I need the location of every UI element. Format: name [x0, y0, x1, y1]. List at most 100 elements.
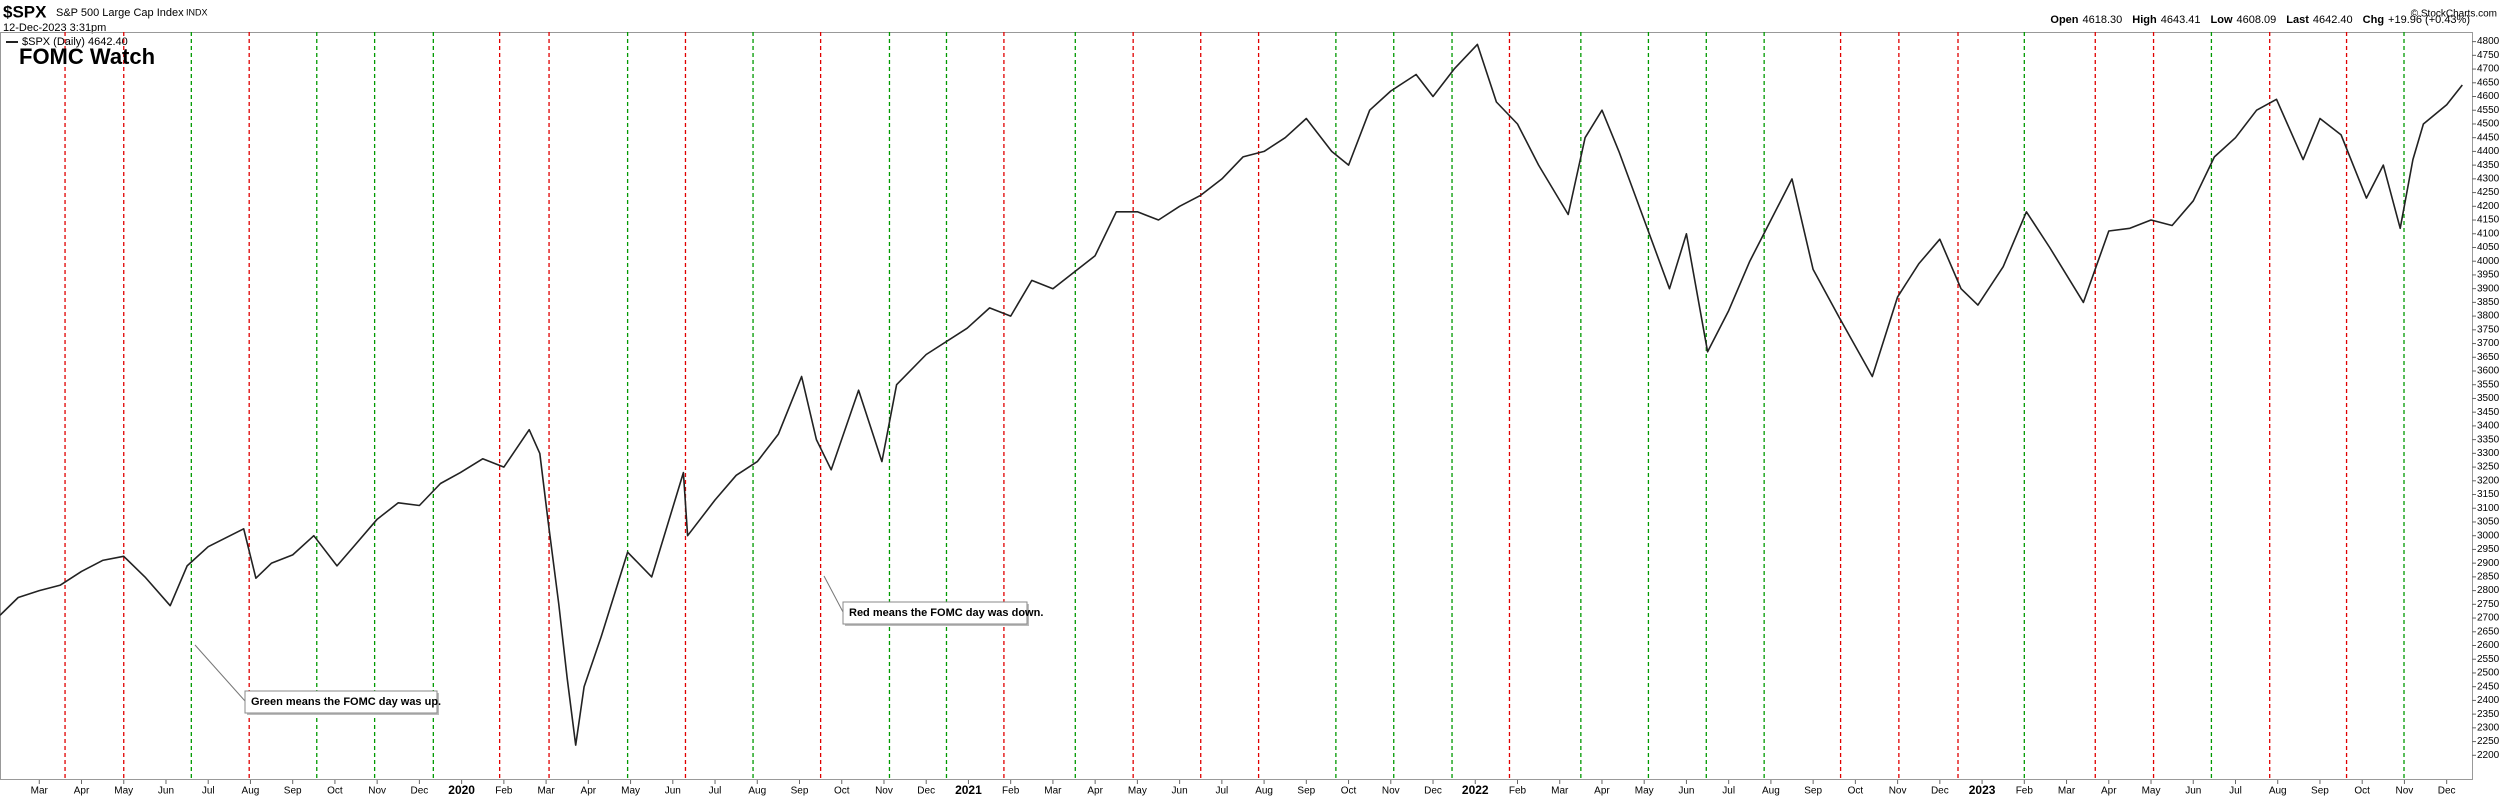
x-tick-label: Dec	[1424, 786, 1442, 797]
y-tick-label: 3050	[2477, 517, 2500, 528]
y-tick-label: 3800	[2477, 311, 2500, 322]
quote-value: +19.96 (+0.43%)	[2388, 14, 2470, 26]
x-tick-label: 2022	[1462, 783, 1489, 797]
x-tick-label: Sep	[2311, 786, 2329, 797]
y-tick-label: 3500	[2477, 393, 2500, 404]
x-tick-label: Jul	[709, 786, 722, 797]
x-tick-label: Apr	[581, 786, 597, 797]
quote-value: 4608.09	[2237, 14, 2277, 26]
y-tick-label: 2800	[2477, 585, 2500, 596]
y-tick-label: 2750	[2477, 599, 2500, 610]
y-tick-label: 3600	[2477, 366, 2500, 377]
y-tick-label: 4300	[2477, 173, 2500, 184]
x-tick-label: Aug	[2269, 786, 2287, 797]
y-tick-label: 4450	[2477, 132, 2500, 143]
quote-label: Low	[2211, 14, 2233, 26]
quote-value: 4618.30	[2083, 14, 2123, 26]
annotation-text: Green means the FOMC day was up.	[251, 696, 441, 708]
y-tick-label: 4500	[2477, 119, 2500, 130]
x-tick-label: Feb	[1509, 786, 1527, 797]
x-tick-label: Oct	[834, 786, 850, 797]
date: 12-Dec-2023 3:31pm	[3, 22, 106, 34]
y-tick-label: 2200	[2477, 750, 2500, 761]
y-tick-label: 3750	[2477, 324, 2500, 335]
quote: Open 4618.30 High 4643.41 Low 4608.09 Last 4642…	[2050, 14, 2470, 26]
x-tick-label: Feb	[1002, 786, 1020, 797]
x-tick-label: Jun	[158, 786, 174, 797]
y-tick-label: 2950	[2477, 544, 2500, 555]
x-tick-label: Aug	[242, 786, 260, 797]
x-tick-label: Feb	[2016, 786, 2034, 797]
y-tick-label: 4250	[2477, 187, 2500, 198]
plot-frame	[0, 32, 2473, 780]
y-tick-label: 2300	[2477, 722, 2500, 733]
x-tick-label: Jul	[1215, 786, 1228, 797]
y-tick-label: 3000	[2477, 530, 2500, 541]
y-tick-label: 2450	[2477, 681, 2500, 692]
x-tick-label: Oct	[1341, 786, 1357, 797]
quote-label: High	[2132, 14, 2157, 26]
annotation-box	[244, 690, 438, 714]
y-tick-label: 4800	[2477, 36, 2500, 47]
x-tick-label: Aug	[1255, 786, 1273, 797]
x-tick-label: Aug	[748, 786, 766, 797]
y-tick-label: 3950	[2477, 270, 2500, 281]
annotation-text: Red means the FOMC day was down.	[849, 607, 1043, 619]
y-tick-label: 2550	[2477, 654, 2500, 665]
x-tick-label: Jun	[2185, 786, 2201, 797]
credit: © StockCharts.com	[2411, 9, 2497, 20]
x-tick-label: Mar	[1044, 786, 1062, 797]
y-tick-label: 3900	[2477, 283, 2500, 294]
legend: $SPX (Daily) 4642.40	[22, 36, 128, 48]
y-tick-label: 4100	[2477, 228, 2500, 239]
y-tick-label: 3250	[2477, 462, 2500, 473]
quote-value: 4643.41	[2161, 14, 2201, 26]
x-tick-label: 2023	[1969, 783, 1996, 797]
x-tick-label: Sep	[284, 786, 302, 797]
quote-label: Chg	[2363, 14, 2384, 26]
y-tick-label: 3650	[2477, 352, 2500, 363]
x-tick-label: 2021	[955, 783, 982, 797]
index-name: S&P 500 Large Cap Index	[56, 7, 184, 19]
x-tick-label: Oct	[327, 786, 343, 797]
y-tick-label: 3550	[2477, 379, 2500, 390]
y-tick-label: 2700	[2477, 613, 2500, 624]
x-tick-label: Oct	[2354, 786, 2370, 797]
y-tick-label: 2900	[2477, 558, 2500, 569]
y-tick-label: 2850	[2477, 572, 2500, 583]
x-tick-label: Sep	[791, 786, 809, 797]
x-tick-label: Apr	[1087, 786, 1103, 797]
y-tick-label: 4400	[2477, 146, 2500, 157]
y-tick-label: 3400	[2477, 421, 2500, 432]
x-tick-label: Jul	[1722, 786, 1735, 797]
x-tick-label: Jun	[665, 786, 681, 797]
y-tick-label: 4200	[2477, 201, 2500, 212]
x-tick-label: Sep	[1804, 786, 1822, 797]
price-line	[0, 43, 2463, 746]
annotation-box	[842, 601, 1028, 625]
y-tick-label: 2250	[2477, 736, 2500, 747]
y-tick-label: 3450	[2477, 407, 2500, 418]
y-tick-label: 2350	[2477, 709, 2500, 720]
x-tick-label: Jul	[2229, 786, 2242, 797]
y-tick-label: 4750	[2477, 50, 2500, 61]
x-tick-label: Mar	[31, 786, 49, 797]
y-tick-label: 4350	[2477, 160, 2500, 171]
x-tick-label: Nov	[1382, 786, 1400, 797]
exchange: INDX	[186, 7, 208, 17]
x-tick-label: Sep	[1297, 786, 1315, 797]
x-tick-label: May	[2142, 786, 2161, 797]
x-tick-label: Mar	[537, 786, 555, 797]
x-tick-label: Jul	[202, 786, 215, 797]
chart-title: FOMC Watch	[19, 44, 155, 69]
x-tick-label: Mar	[1551, 786, 1569, 797]
x-tick-label: Dec	[2438, 786, 2456, 797]
x-tick-label: Jun	[1678, 786, 1694, 797]
annotation-arrow	[823, 575, 844, 613]
y-tick-label: 2500	[2477, 668, 2500, 679]
x-tick-label: Apr	[1594, 786, 1610, 797]
y-tick-label: 2650	[2477, 626, 2500, 637]
y-tick-label: 3700	[2477, 338, 2500, 349]
y-tick-label: 4050	[2477, 242, 2500, 253]
